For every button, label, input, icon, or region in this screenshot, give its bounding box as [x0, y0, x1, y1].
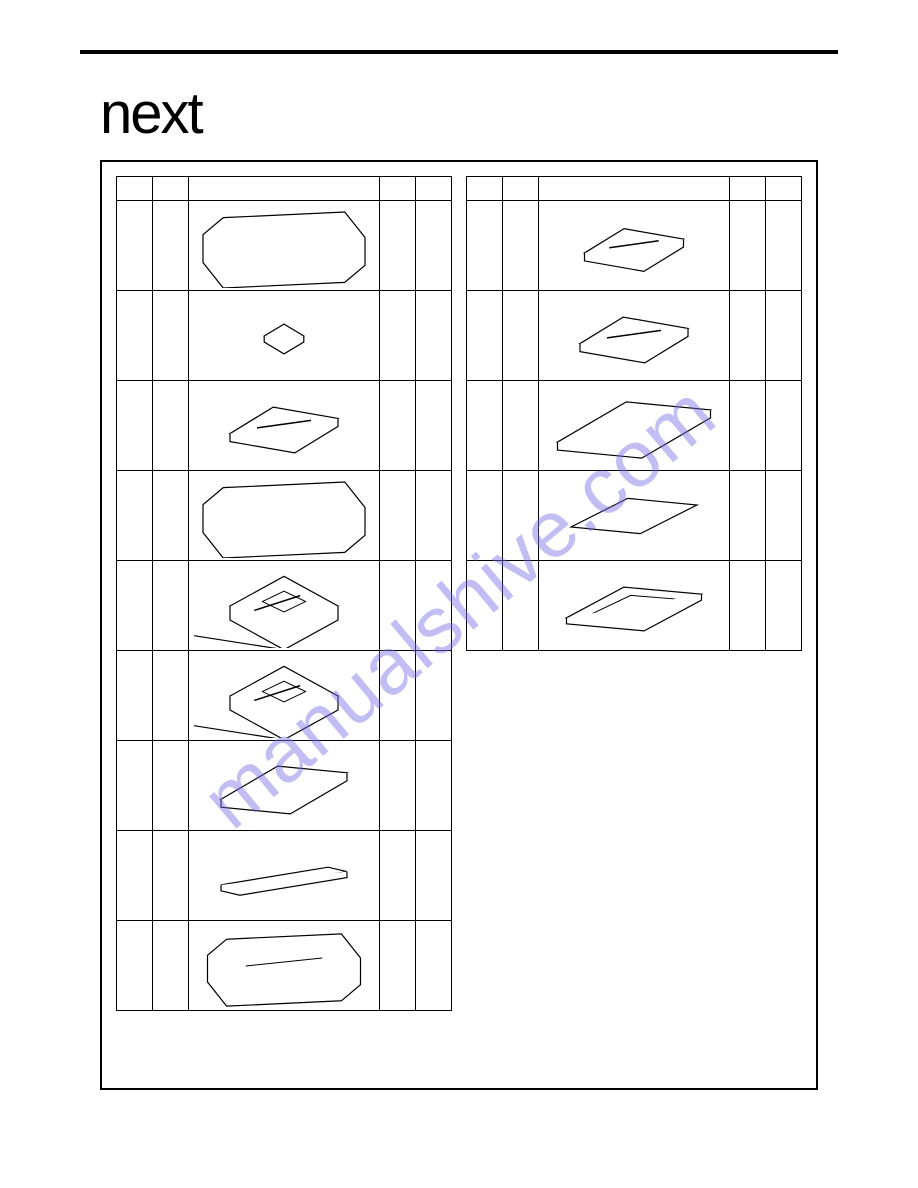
table-row [117, 381, 452, 471]
content-frame: manualshive.com [100, 160, 818, 1090]
table-row [467, 291, 802, 381]
table-row [117, 741, 452, 831]
part-illustration-cell [538, 201, 730, 291]
part-illustration-cell [188, 561, 380, 651]
table-row [117, 651, 452, 741]
part-illustration-cell [538, 291, 730, 381]
table-row [467, 561, 802, 651]
part-illustration-cell [188, 921, 380, 1011]
part-illustration-cell [538, 381, 730, 471]
part-illustration-cell [188, 741, 380, 831]
table-row [467, 201, 802, 291]
table-row [117, 831, 452, 921]
part-illustration-cell [188, 471, 380, 561]
part-illustration-cell [188, 381, 380, 471]
table-row [467, 471, 802, 561]
table-header-row [117, 177, 452, 201]
part-illustration-cell [188, 201, 380, 291]
part-illustration-cell [188, 831, 380, 921]
page-top-rule [80, 50, 838, 54]
brand-logo: next [100, 80, 202, 147]
table-row [117, 921, 452, 1011]
part-illustration-cell [188, 651, 380, 741]
table-row [117, 471, 452, 561]
parts-table-right [466, 176, 802, 651]
table-row [117, 291, 452, 381]
part-illustration-cell [538, 561, 730, 651]
part-illustration-cell [538, 471, 730, 561]
table-header-row [467, 177, 802, 201]
table-row [467, 381, 802, 471]
parts-table-left [116, 176, 452, 1011]
table-row [117, 201, 452, 291]
part-illustration-cell [188, 291, 380, 381]
table-row [117, 561, 452, 651]
